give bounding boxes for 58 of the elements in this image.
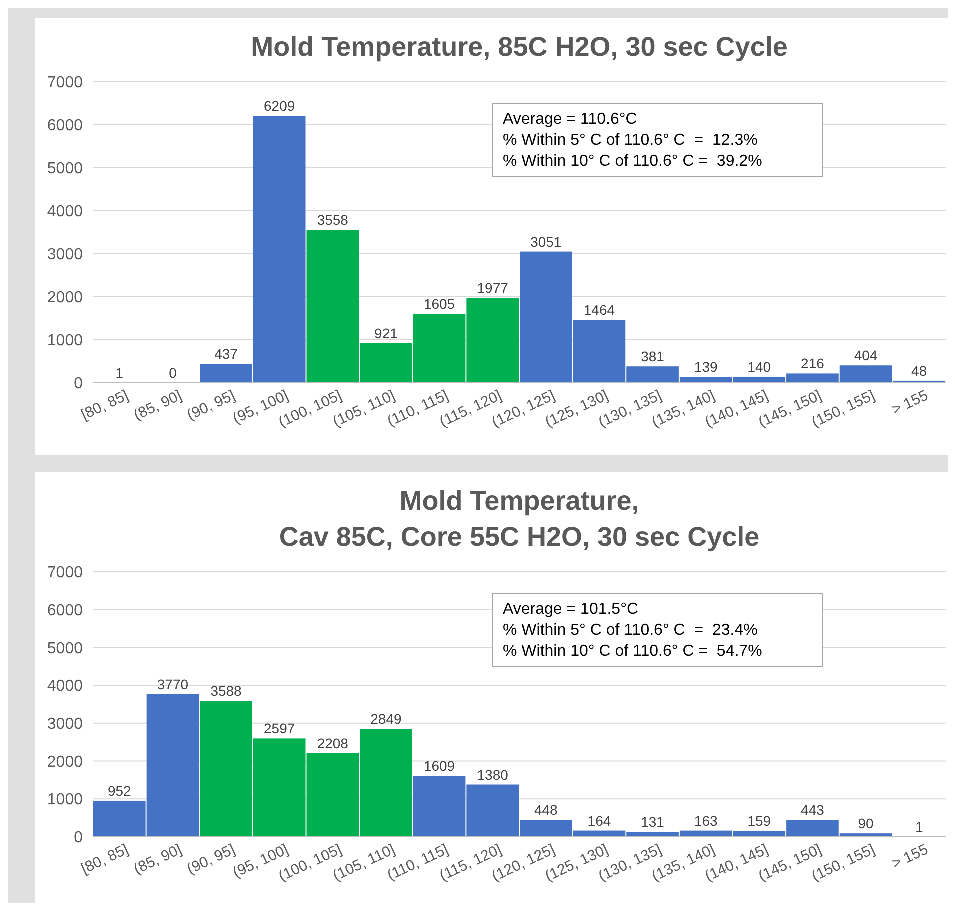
data-label: 3770: [157, 676, 189, 692]
data-label: 164: [588, 812, 612, 829]
data-label: 6209: [264, 98, 296, 114]
y-tick-label: 2000: [47, 754, 84, 771]
data-label: 1464: [584, 302, 616, 318]
y-tick-label: 7000: [47, 74, 84, 92]
y-tick-label: 1000: [47, 332, 84, 350]
data-label: 1977: [477, 280, 509, 296]
data-label: 139: [694, 359, 718, 376]
y-tick-label: 5000: [47, 160, 84, 178]
data-label: 163: [694, 812, 718, 829]
data-label: 1609: [424, 758, 456, 774]
data-label: 952: [108, 782, 132, 799]
data-label: 1380: [477, 766, 509, 783]
x-tick-label: (85, 90]: [131, 841, 185, 878]
annotation: Average = 101.5°C: [503, 601, 639, 618]
data-label: 3558: [317, 212, 349, 228]
annotation: % Within 5° C of 110.6° C = 23.4%: [503, 622, 758, 639]
y-tick-label: 6000: [47, 118, 84, 135]
annotation: % Within 10° C of 110.6° C = 54.7%: [503, 643, 762, 660]
y-tick-label: 1000: [47, 792, 84, 809]
data-label: 2208: [317, 735, 349, 752]
x-tick-label: > 155: [889, 387, 932, 419]
data-label: 2597: [264, 720, 296, 737]
data-label: 448: [534, 802, 558, 818]
y-tick-label: 5000: [47, 640, 84, 658]
x-tick-label: > 155: [889, 841, 932, 873]
y-tick-label: 4000: [47, 204, 84, 221]
data-label: 159: [748, 812, 772, 829]
y-tick-label: 6000: [47, 602, 84, 620]
data-label: 48: [912, 362, 928, 379]
data-label: 404: [854, 348, 878, 364]
data-label: 443: [801, 802, 825, 818]
chart-title: Mold Temperature, 85C H2O, 30 sec Cycle: [251, 32, 788, 62]
annotation: Average = 110.6°C: [503, 111, 638, 128]
data-label: 381: [641, 348, 665, 365]
data-label: 2849: [370, 711, 402, 728]
annotation: % Within 10° C of 110.6° C = 39.2%: [503, 153, 762, 170]
data-label: 140: [748, 358, 772, 375]
data-label: 3051: [530, 234, 562, 250]
data-label: 216: [801, 356, 825, 372]
data-label: 3588: [210, 683, 242, 700]
annotation: % Within 5° C of 110.6° C = 12.3%: [503, 132, 758, 149]
chart-title: Mold Temperature, Cav 85C, Core 55C H2O, 30 sec Cycle: [279, 486, 760, 552]
y-tick-label: 3000: [47, 716, 84, 734]
y-tick-label: 2000: [47, 290, 84, 307]
data-label: 90: [858, 816, 874, 832]
data-label: 1: [116, 364, 124, 381]
data-label: 0: [169, 365, 178, 381]
data-label: 131: [641, 814, 665, 830]
y-tick-label: 7000: [47, 564, 84, 582]
x-tick-label: (85, 90]: [131, 387, 185, 424]
y-tick-label: 3000: [47, 246, 84, 264]
y-tick-label: 4000: [47, 678, 84, 696]
data-label: 1: [915, 818, 924, 835]
data-label: 921: [374, 325, 398, 342]
data-label: 1605: [424, 296, 456, 312]
data-label: 437: [214, 346, 238, 362]
